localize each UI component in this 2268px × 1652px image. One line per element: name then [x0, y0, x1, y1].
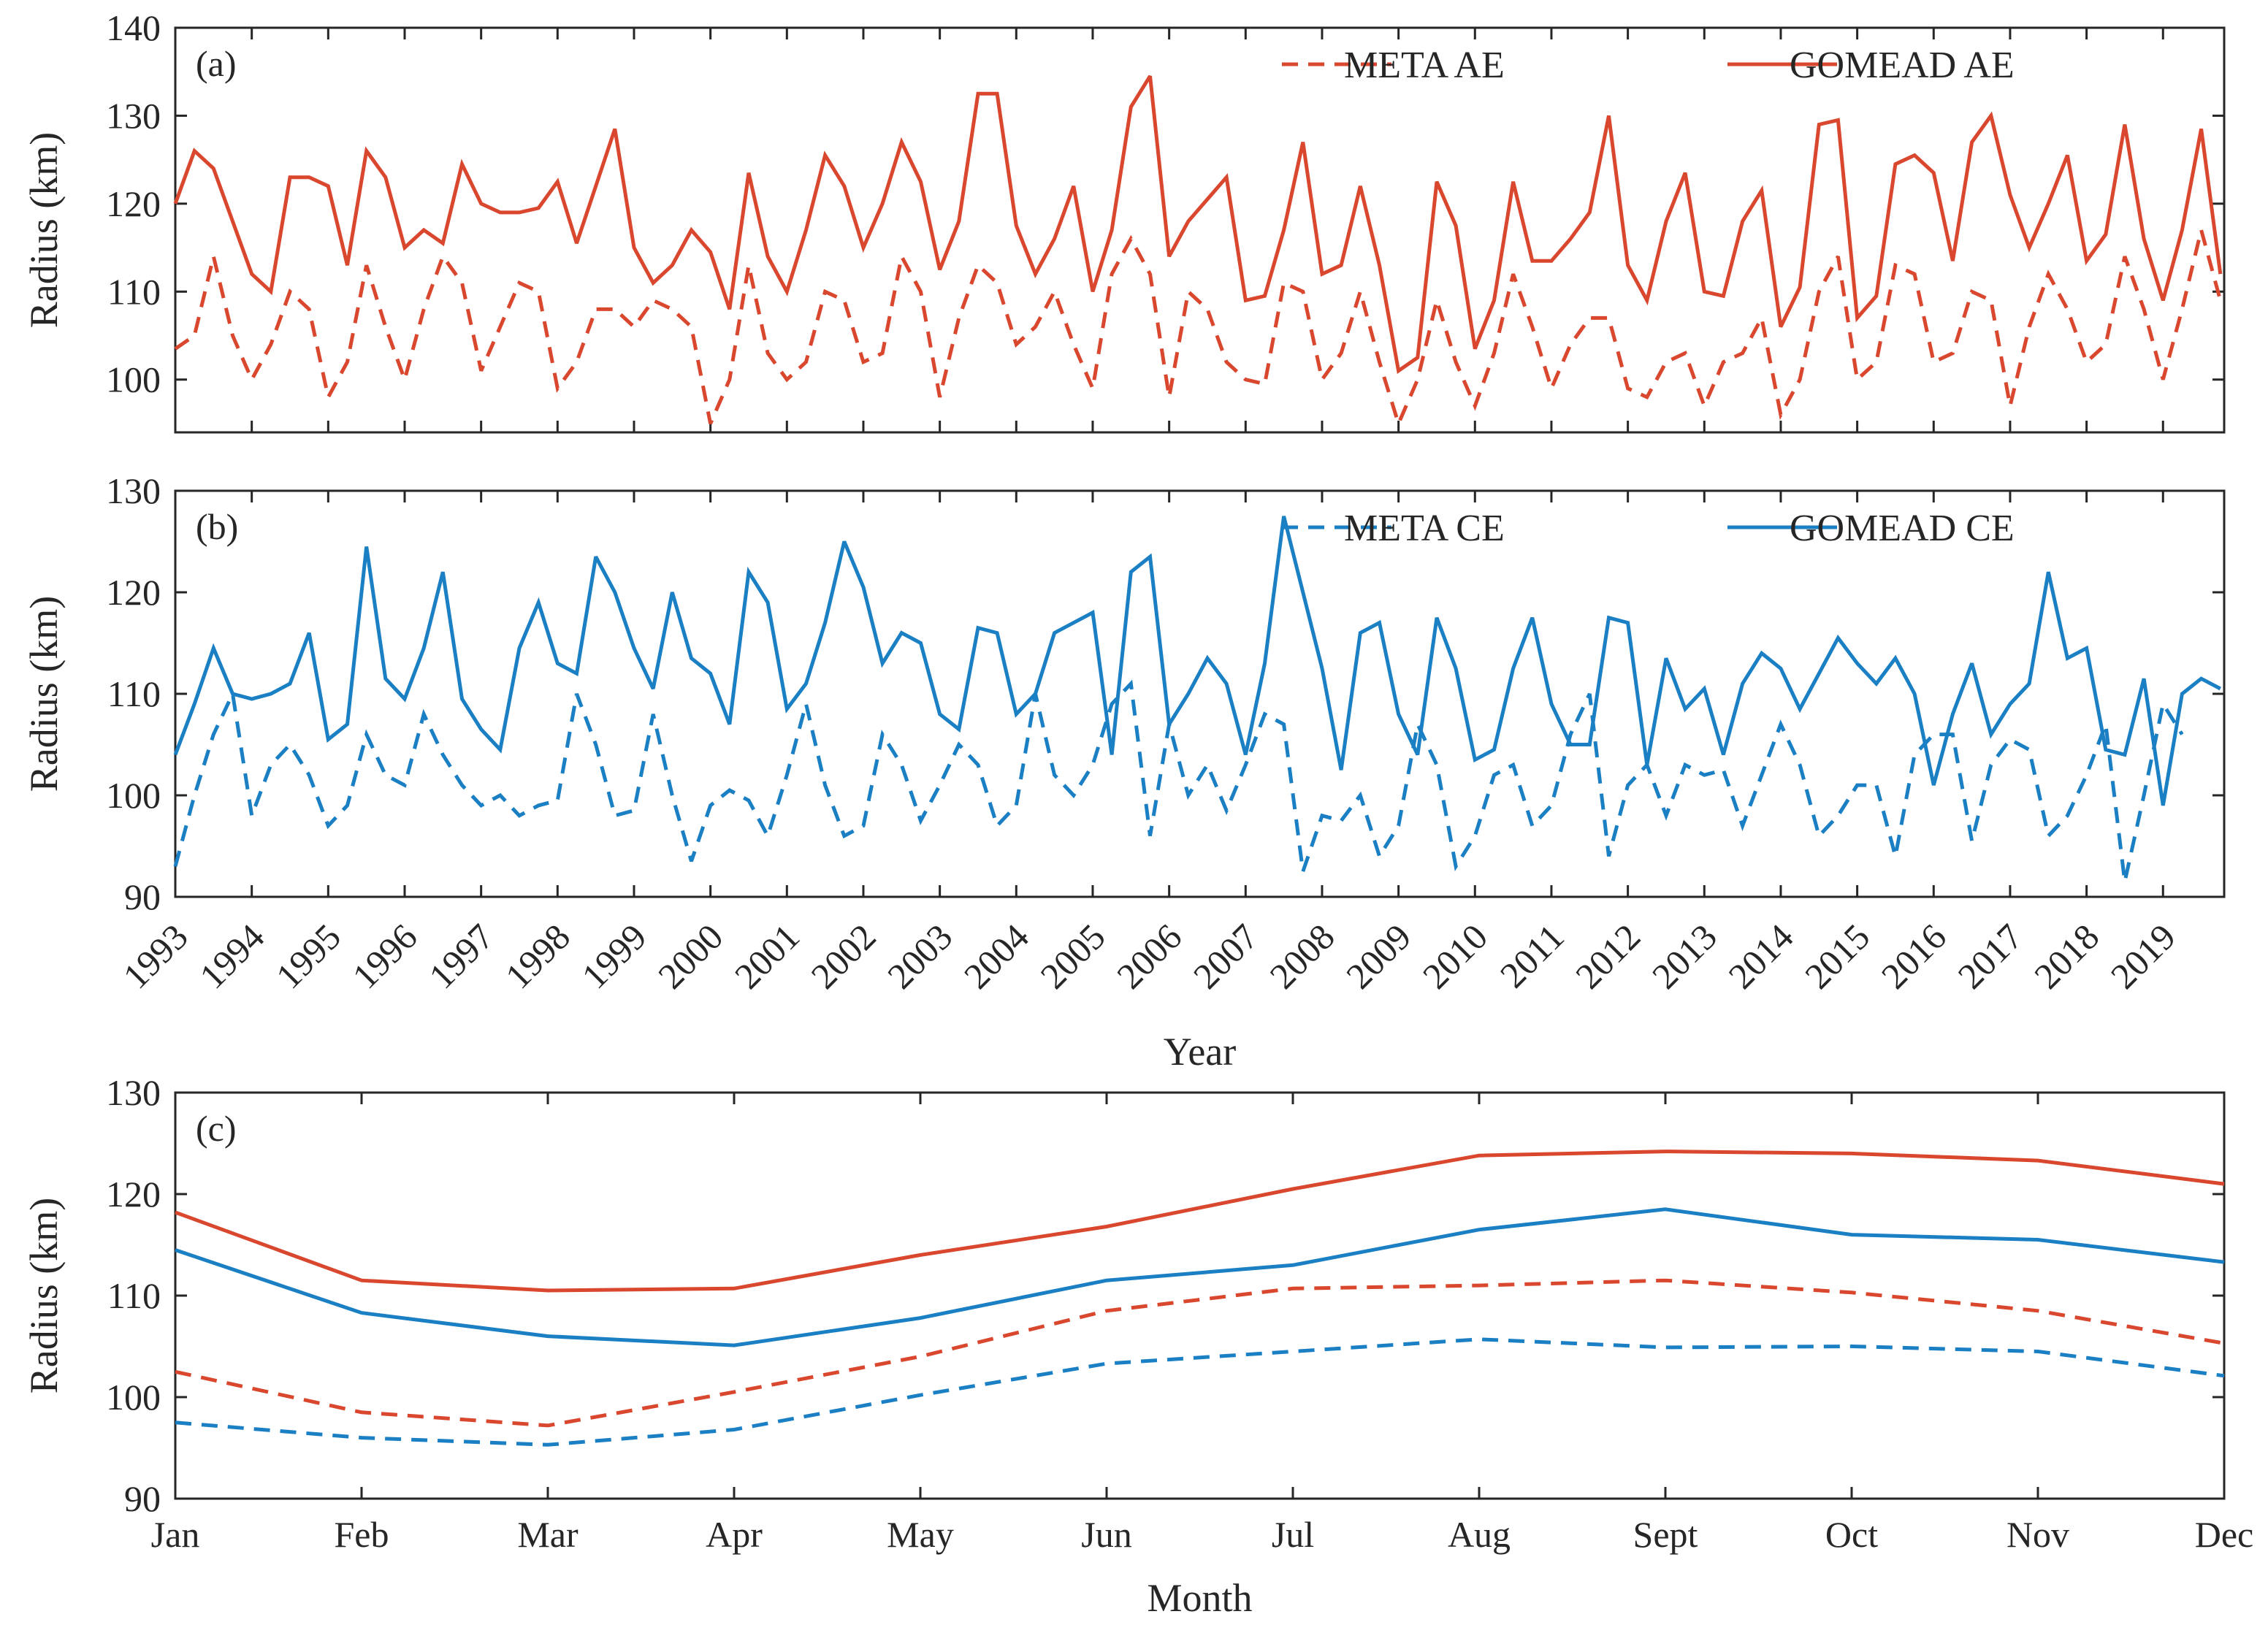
panel-label: (b) — [196, 506, 238, 547]
series-line-gomead-ae — [173, 74, 2223, 374]
series-line-meta-ae — [174, 229, 2223, 429]
x-tick-label: 2010 — [1415, 916, 1495, 996]
panel-a-chart: 100 110 120 130 140 Radius (km) (a) META AE GOME… — [22, 7, 2226, 434]
x-tick-label: Apr — [706, 1514, 763, 1555]
x-tick-label: Feb — [335, 1514, 389, 1555]
x-tick-label: 2018 — [2026, 916, 2107, 996]
x-axis-label: Month — [1147, 1576, 1252, 1620]
x-tick-label: Sept — [1633, 1514, 1698, 1555]
y-tick-label: 130 — [106, 95, 161, 136]
panel-b-chart: 90 100 110 120 130 Radius (km) (b) 199319941995… — [22, 470, 2226, 1074]
x-tick-label: 2007 — [1185, 916, 1266, 996]
x-tick-label: 2004 — [956, 916, 1036, 996]
legend-entry: GOMEAD AE — [1790, 45, 2015, 86]
y-tick-label: 100 — [106, 775, 161, 816]
panel-label: (a) — [196, 43, 237, 84]
y-tick-label: 90 — [124, 876, 161, 917]
x-tick-label: 1998 — [497, 916, 578, 996]
x-tick-label: May — [887, 1514, 954, 1555]
series-line-meta-ce — [173, 679, 2184, 882]
panel-label: (c) — [196, 1108, 237, 1149]
y-tick-label: 120 — [106, 183, 161, 224]
series-line-meta-ce — [175, 1337, 2225, 1447]
panel-c-chart: 90 100 110 120 130 Radius (km) (c) Jan Feb Mar Apr… — [22, 1072, 2253, 1620]
y-axis-label: Radius (km) — [22, 1198, 66, 1393]
x-tick-label: 2006 — [1109, 916, 1189, 996]
y-tick-label: 90 — [124, 1478, 161, 1519]
series-line-gomead-ce — [173, 516, 2221, 806]
x-tick-label: Aug — [1448, 1514, 1511, 1555]
x-tick-label: 2000 — [650, 916, 730, 996]
x-tick-label: Dec — [2195, 1514, 2254, 1555]
x-tick-label: 2001 — [727, 916, 807, 996]
x-tick-label: 1994 — [191, 916, 272, 996]
x-tick-label: 2017 — [1950, 916, 2030, 996]
y-tick-label: 130 — [106, 1072, 161, 1113]
series-line-gomead-ce — [175, 1207, 2225, 1347]
x-tick-label: 2002 — [803, 916, 883, 996]
y-tick-label: 110 — [107, 673, 161, 714]
x-tick-label: 2008 — [1261, 916, 1342, 996]
plot-frame — [174, 26, 2226, 434]
y-tick-label: 100 — [106, 359, 161, 400]
x-tick-label: 2003 — [879, 916, 960, 996]
y-tick-label: 130 — [106, 470, 161, 511]
x-tick-label: 1997 — [421, 916, 501, 996]
x-tick-label: 1996 — [344, 916, 424, 996]
x-tick-label: 2015 — [1797, 916, 1877, 996]
x-tick-label: Nov — [2007, 1514, 2069, 1555]
x-tick-label: Mar — [517, 1514, 579, 1555]
y-tick-label: 120 — [106, 1174, 161, 1215]
x-tick-label: 2012 — [1568, 916, 1648, 996]
y-tick-label: 140 — [106, 7, 161, 48]
x-tick-label: Jul — [1272, 1514, 1314, 1555]
x-tick-label: 2019 — [2103, 916, 2183, 996]
x-tick-label: Jan — [151, 1514, 200, 1555]
y-tick-label: 110 — [107, 271, 161, 312]
x-tick-label: 2013 — [1644, 916, 1725, 996]
x-tick-label: 2016 — [1874, 916, 1954, 996]
plot-frame — [174, 1091, 2226, 1500]
x-tick-label: Jun — [1081, 1514, 1131, 1555]
x-tick-label: 1995 — [268, 916, 348, 996]
x-tick-label: 1999 — [573, 916, 654, 996]
x-tick-label: 2014 — [1720, 916, 1801, 996]
y-tick-label: 120 — [106, 572, 161, 613]
y-axis-label: Radius (km) — [22, 132, 66, 328]
x-tick-label: 1993 — [115, 916, 195, 996]
legend-entry: META CE — [1344, 508, 1505, 549]
x-tick-label: 2005 — [1032, 916, 1112, 996]
plot-frame — [174, 489, 2226, 898]
legend-entry: META AE — [1344, 45, 1505, 86]
y-tick-label: 110 — [107, 1275, 161, 1316]
x-tick-label: 2011 — [1492, 916, 1572, 995]
x-tick-label: 2009 — [1338, 916, 1419, 996]
series-line-meta-ae — [175, 1278, 2225, 1428]
series-line-gomead-ae — [175, 1150, 2225, 1293]
y-axis-label: Radius (km) — [22, 596, 66, 792]
x-tick-label: Oct — [1825, 1514, 1878, 1555]
legend-entry: GOMEAD CE — [1790, 508, 2015, 549]
y-tick-label: 100 — [106, 1377, 161, 1418]
x-axis-label: Year — [1164, 1030, 1237, 1074]
